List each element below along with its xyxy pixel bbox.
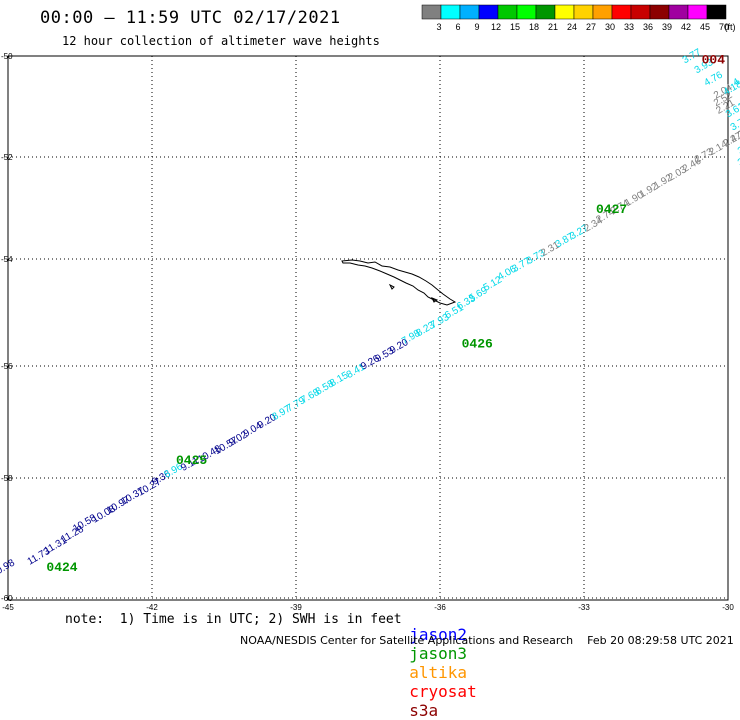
color-scale-bar: 3 6 9 12 15 18 21 24 27 30 33 36 39 42 45 70(ft) <box>421 4 736 32</box>
colorbar-swatch <box>687 4 708 20</box>
track-pass-label: 0426 <box>462 336 493 351</box>
track-pass-label: 0427 <box>596 202 627 217</box>
colorbar-swatch <box>478 4 499 20</box>
colorbar-label: 21 <box>548 22 558 32</box>
colorbar-label: 12 <box>491 22 501 32</box>
wave-height-value: 2.27 <box>729 126 740 145</box>
wave-height-value: 10.98 <box>0 557 17 579</box>
colorbar-label: 45 <box>700 22 710 32</box>
wave-height-value: 4.6 <box>731 72 740 89</box>
lon-tick-label: -39 <box>290 603 302 612</box>
axis-tick-labels: -45 -42 -39 -36 -33 -30 -50 -52 -54 -56 -58 -60 <box>1 52 734 612</box>
colorbar-swatch <box>630 4 651 20</box>
wave-height-value: 3.01 <box>736 149 740 168</box>
lon-tick-label: -42 <box>146 603 158 612</box>
altimeter-map: 3 6 9 12 15 18 21 24 27 30 33 36 39 42 45 70(ft) 10.981… <box>0 4 740 612</box>
colorbar-label: (ft) <box>725 22 736 32</box>
map-frame <box>7 55 729 601</box>
map-title: 00:00 – 11:59 UTC 02/17/2021 <box>40 8 341 28</box>
colorbar-swatch <box>554 4 575 20</box>
lat-lon-grid <box>7 55 729 600</box>
lat-tick-label: -54 <box>1 255 13 264</box>
lon-tick-label: -45 <box>2 603 14 612</box>
satellite-legend: jason2 jason3 altika cryosat s3a <box>390 606 485 720</box>
colorbar-swatch <box>459 4 480 20</box>
map-subtitle: 12 hour collection of altimeter wave hei… <box>62 34 380 48</box>
colorbar-label: 30 <box>605 22 615 32</box>
colorbar-label: 33 <box>624 22 634 32</box>
lon-tick-label: -36 <box>434 603 446 612</box>
track-pass-label: 0425 <box>176 453 207 468</box>
legend-jason2: jason2 <box>409 625 468 644</box>
lat-tick-label: -60 <box>1 594 13 603</box>
credit-line: NOAA/NESDIS Center for Satellite Applica… <box>240 634 734 647</box>
legend-s3a: s3a <box>409 701 439 720</box>
colorbar-swatch <box>706 4 727 20</box>
track-labels: 0424 0425 0426 0427 004 <box>46 53 725 575</box>
colorbar-label: 70 <box>719 22 729 32</box>
lat-tick-label: -58 <box>1 474 13 483</box>
south-georgia-coastline <box>341 259 457 306</box>
track-pass-label: 0424 <box>46 560 77 575</box>
map-border <box>7 55 729 601</box>
footnote: note: 1) Time is in UTC; 2) SWH is in fe… <box>65 612 402 627</box>
colorbar-swatch <box>611 4 632 20</box>
wave-height-value: 3.16 <box>736 138 740 157</box>
colorbar-label: 42 <box>681 22 691 32</box>
legend-cryosat: cryosat <box>409 682 477 701</box>
colorbar-swatch <box>421 4 442 20</box>
colorbar-label: 18 <box>529 22 539 32</box>
lat-tick-label: -50 <box>1 52 13 61</box>
colorbar-label: 27 <box>586 22 596 32</box>
wave-height-points: 10.9811.7311.3111.2810.5810.0810.9710.37… <box>0 47 740 580</box>
colorbar-label: 24 <box>567 22 577 32</box>
colorbar-swatch <box>497 4 518 20</box>
lon-tick-label: -33 <box>578 603 590 612</box>
legend-altika: altika <box>409 663 468 682</box>
colorbar-swatch <box>649 4 670 20</box>
island-outline <box>341 259 457 306</box>
colorbar-label: 15 <box>510 22 520 32</box>
colorbar-label: 39 <box>662 22 672 32</box>
colorbar-swatch <box>668 4 689 20</box>
wave-height-value: 3.79 <box>729 114 740 133</box>
colorbar-swatch <box>516 4 537 20</box>
track-pass-label: 004 <box>702 53 726 68</box>
colorbar-label: 36 <box>643 22 653 32</box>
lat-tick-label: -56 <box>1 362 13 371</box>
lon-tick-label: -30 <box>722 603 734 612</box>
colorbar-label: 9 <box>474 22 479 32</box>
lat-tick-label: -52 <box>1 153 13 162</box>
colorbar-swatch <box>592 4 613 20</box>
colorbar-label: 3 <box>436 22 441 32</box>
wave-height-value: 2.21 <box>736 121 740 140</box>
colorbar-swatch <box>440 4 461 20</box>
colorbar-label: 6 <box>455 22 460 32</box>
colorbar-swatch <box>573 4 594 20</box>
colorbar-swatch <box>535 4 556 20</box>
